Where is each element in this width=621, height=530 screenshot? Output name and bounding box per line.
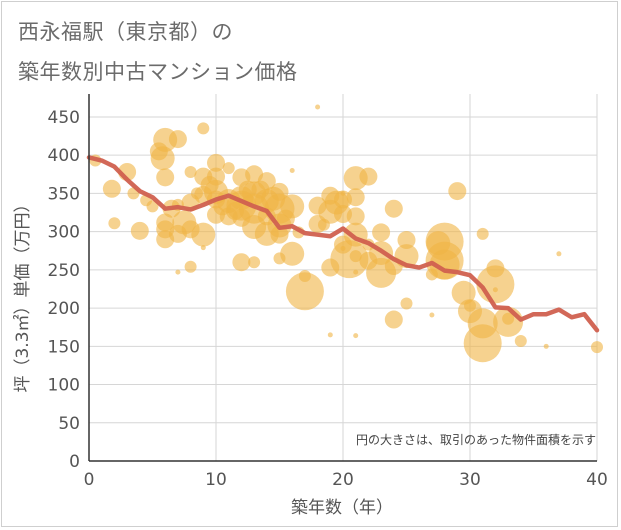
y-tick-label: 300 bbox=[48, 223, 80, 243]
bubble-size-note: 円の大きさは、取引のあった物件面積を示す bbox=[356, 432, 596, 447]
data-bubble bbox=[289, 167, 295, 173]
axes: 0 50 100 150 200 250 300 350 400 450 0 10 20 30 40 bbox=[48, 94, 608, 490]
chart-title-line1: 西永福駅（東京都）の bbox=[18, 20, 233, 44]
y-tick-label: 50 bbox=[58, 414, 80, 434]
trend-line-series bbox=[86, 155, 600, 333]
data-bubble bbox=[327, 332, 333, 338]
y-tick-label: 200 bbox=[48, 299, 80, 319]
data-bubble bbox=[359, 167, 378, 186]
data-bubble bbox=[372, 223, 391, 242]
y-tick-label: 0 bbox=[69, 452, 80, 472]
data-bubble bbox=[197, 122, 210, 135]
data-bubble bbox=[346, 207, 365, 226]
data-bubble bbox=[514, 334, 527, 347]
data-bubble bbox=[384, 310, 403, 329]
data-bubble bbox=[591, 341, 603, 354]
x-tick-label: 10 bbox=[205, 470, 227, 490]
y-tick-label: 250 bbox=[48, 261, 80, 281]
y-tick-label: 400 bbox=[48, 146, 80, 166]
data-bubble bbox=[175, 269, 181, 275]
data-bubble bbox=[146, 200, 159, 213]
x-tick-label: 20 bbox=[332, 470, 354, 490]
data-bubble bbox=[353, 269, 359, 275]
y-tick-label: 350 bbox=[48, 184, 80, 204]
x-axis-label: 築年数（年） bbox=[291, 498, 393, 518]
data-bubble bbox=[349, 250, 362, 263]
data-bubble bbox=[270, 225, 289, 244]
data-bubble bbox=[207, 153, 225, 172]
data-bubble bbox=[280, 194, 305, 219]
data-bubble bbox=[315, 104, 321, 110]
data-bubble bbox=[429, 312, 435, 318]
data-bubble bbox=[280, 241, 305, 266]
data-bubble bbox=[222, 162, 235, 175]
data-bubble bbox=[130, 221, 149, 240]
data-bubble bbox=[463, 324, 502, 363]
x-tick-label: 30 bbox=[459, 470, 481, 490]
data-bubble bbox=[451, 280, 476, 305]
data-bubble bbox=[476, 227, 489, 240]
bubble-series bbox=[89, 104, 603, 363]
data-bubble bbox=[150, 146, 175, 171]
y-tick-label: 100 bbox=[48, 376, 80, 396]
data-bubble bbox=[448, 182, 467, 201]
data-bubble bbox=[397, 231, 416, 250]
data-bubble bbox=[346, 188, 365, 207]
data-bubble bbox=[184, 165, 197, 178]
data-bubble bbox=[108, 217, 121, 230]
data-bubble bbox=[191, 222, 216, 247]
data-bubble bbox=[492, 287, 498, 293]
data-bubble bbox=[493, 306, 524, 337]
data-bubble bbox=[384, 199, 403, 218]
x-tick-label: 40 bbox=[586, 470, 608, 490]
data-bubble bbox=[200, 245, 206, 251]
chart-title-line2: 築年数別中古マンション価格 bbox=[18, 60, 298, 84]
average-price-line bbox=[86, 155, 600, 333]
data-bubble bbox=[168, 130, 187, 149]
data-bubble bbox=[285, 272, 324, 311]
y-axis-label: 坪（3.3㎡）単価（万円） bbox=[13, 195, 33, 392]
data-bubble bbox=[543, 343, 549, 349]
data-bubble bbox=[556, 251, 562, 257]
data-bubble bbox=[353, 333, 359, 339]
data-bubble bbox=[257, 172, 276, 191]
x-tick-label: 0 bbox=[84, 470, 95, 490]
y-tick-label: 450 bbox=[48, 108, 80, 128]
data-bubble bbox=[156, 168, 175, 187]
y-tick-label: 150 bbox=[48, 337, 80, 357]
data-bubble bbox=[400, 297, 413, 310]
data-bubble bbox=[232, 253, 251, 272]
data-bubble bbox=[184, 260, 197, 273]
data-bubble bbox=[330, 240, 369, 279]
data-bubble bbox=[248, 256, 261, 269]
data-bubble bbox=[102, 179, 121, 198]
